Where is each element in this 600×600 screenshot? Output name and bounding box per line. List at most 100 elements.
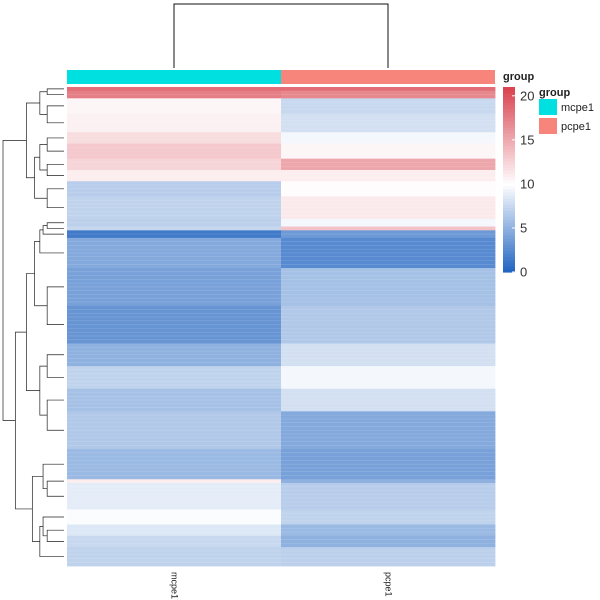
color-scale-step xyxy=(503,173,515,178)
cell-mcpe1-block-6 xyxy=(67,158,282,171)
row-dendrogram-link xyxy=(46,286,64,325)
cell-pcpe1-block-21 xyxy=(281,479,496,484)
color-scale-step xyxy=(503,201,515,205)
cell-mcpe1-block-23 xyxy=(67,509,282,525)
cell-mcpe1-block-16 xyxy=(67,343,282,367)
cell-mcpe1-block-7 xyxy=(67,169,282,182)
cell-mcpe1-block-21 xyxy=(67,479,282,484)
cell-mcpe1-block-1 xyxy=(67,90,282,99)
row-dendrogram-link xyxy=(46,222,64,229)
row-dendrogram-link xyxy=(46,188,64,209)
color-scale-step xyxy=(503,188,515,193)
cell-mcpe1-block-2 xyxy=(67,98,282,114)
row-dendrogram-link xyxy=(34,156,48,199)
color-scale-tick-label: 10 xyxy=(520,176,534,191)
color-scale-step xyxy=(503,216,515,221)
color-scale-step xyxy=(503,247,515,252)
color-scale-step xyxy=(503,185,515,190)
column-label-pcpe1: pcpe1 xyxy=(384,572,394,597)
color-scale-step xyxy=(503,90,515,94)
color-scale-step xyxy=(503,225,515,230)
group-legend-label-mcpe1: mcpe1 xyxy=(561,102,594,114)
color-scale-step xyxy=(503,120,515,125)
color-scale-step xyxy=(503,127,515,131)
row-dendrogram-link xyxy=(15,331,33,510)
cell-pcpe1-block-12 xyxy=(281,230,496,239)
cell-mcpe1-block-20 xyxy=(67,449,282,480)
row-dendrogram-link xyxy=(39,229,64,254)
color-scale-step xyxy=(503,194,515,199)
row-dendrogram-link xyxy=(26,273,40,391)
row-dendrogram-link xyxy=(39,144,48,171)
color-scale-step xyxy=(503,142,515,147)
row-dendrogram-link xyxy=(42,463,64,490)
color-scale-step xyxy=(503,219,515,224)
cell-pcpe1-block-20 xyxy=(281,449,496,480)
color-scale-tick-label: 5 xyxy=(520,220,527,235)
row-dendrogram-link xyxy=(26,102,40,179)
row-dendrogram-link xyxy=(2,140,27,421)
cell-pcpe1-block-17 xyxy=(281,366,496,390)
row-dendrogram-link xyxy=(46,480,64,497)
cell-mcpe1-block-13 xyxy=(67,237,282,269)
color-scale-tick-label: 0 xyxy=(520,265,527,280)
color-scale-step xyxy=(503,204,515,208)
color-scale-step xyxy=(503,167,515,171)
cell-mcpe1-block-17 xyxy=(67,366,282,390)
cell-pcpe1-block-3 xyxy=(281,113,496,133)
color-scale-step xyxy=(503,87,515,91)
cell-pcpe1-block-23 xyxy=(281,509,496,525)
color-scale-step xyxy=(503,124,515,128)
cell-mcpe1-block-12 xyxy=(67,230,282,239)
color-scale-step xyxy=(503,241,515,245)
color-scale-step xyxy=(503,231,515,236)
cell-pcpe1-block-15 xyxy=(281,305,496,344)
color-scale-step xyxy=(503,238,515,242)
column-label-mcpe1: mcpe1 xyxy=(170,572,180,599)
color-scale-step xyxy=(503,228,515,233)
row-dendrogram-link xyxy=(39,91,48,115)
row-dendrogram xyxy=(2,88,64,557)
group-legend-swatch-pcpe1 xyxy=(539,118,557,134)
group-legend: group mcpe1 pcpe1 xyxy=(539,87,594,134)
row-dendrogram-link xyxy=(46,137,64,152)
color-scale-step xyxy=(503,99,515,104)
color-scale-step xyxy=(503,164,515,168)
cell-mcpe1-block-25 xyxy=(67,535,282,548)
cell-pcpe1-block-26 xyxy=(281,547,496,567)
color-scale-step xyxy=(503,182,515,187)
color-scale-step xyxy=(503,151,515,156)
color-scale-step xyxy=(503,191,515,196)
cell-mcpe1-block-11 xyxy=(67,226,282,231)
color-scale-step xyxy=(503,93,515,97)
cell-pcpe1-block-14 xyxy=(281,268,496,307)
row-dendrogram-link xyxy=(39,365,48,416)
color-scale-tick-label: 20 xyxy=(520,88,534,103)
row-dendrogram-link xyxy=(46,88,64,95)
color-scale-step xyxy=(503,154,515,159)
cell-mcpe1-block-3 xyxy=(67,113,282,133)
color-scale-step xyxy=(503,235,515,239)
cell-mcpe1-block-14 xyxy=(67,268,282,307)
color-scale-step xyxy=(503,207,515,211)
color-scale-step xyxy=(503,259,515,264)
cell-mcpe1-block-22 xyxy=(67,483,282,510)
group-bar-pcpe1 xyxy=(281,70,495,84)
color-scale-step xyxy=(503,145,515,150)
row-dendrogram-link xyxy=(46,163,64,176)
cell-mcpe1-block-8 xyxy=(67,181,282,197)
column-dendrogram xyxy=(173,3,389,68)
cell-pcpe1-block-7 xyxy=(281,169,496,182)
group-legend-swatch-mcpe1 xyxy=(539,99,557,115)
heatmap-cells xyxy=(67,87,496,567)
cell-pcpe1-block-0 xyxy=(281,87,496,92)
color-scale-tick-label: 15 xyxy=(520,132,534,147)
cell-pcpe1-block-8 xyxy=(281,181,496,197)
color-scale-title: group xyxy=(503,71,534,83)
cell-mcpe1-block-5 xyxy=(67,143,282,160)
cell-pcpe1-block-9 xyxy=(281,196,496,220)
cell-pcpe1-block-16 xyxy=(281,343,496,367)
color-scale-step xyxy=(503,108,515,113)
row-dendrogram-link xyxy=(46,105,64,124)
cell-mcpe1-block-9 xyxy=(67,196,282,220)
